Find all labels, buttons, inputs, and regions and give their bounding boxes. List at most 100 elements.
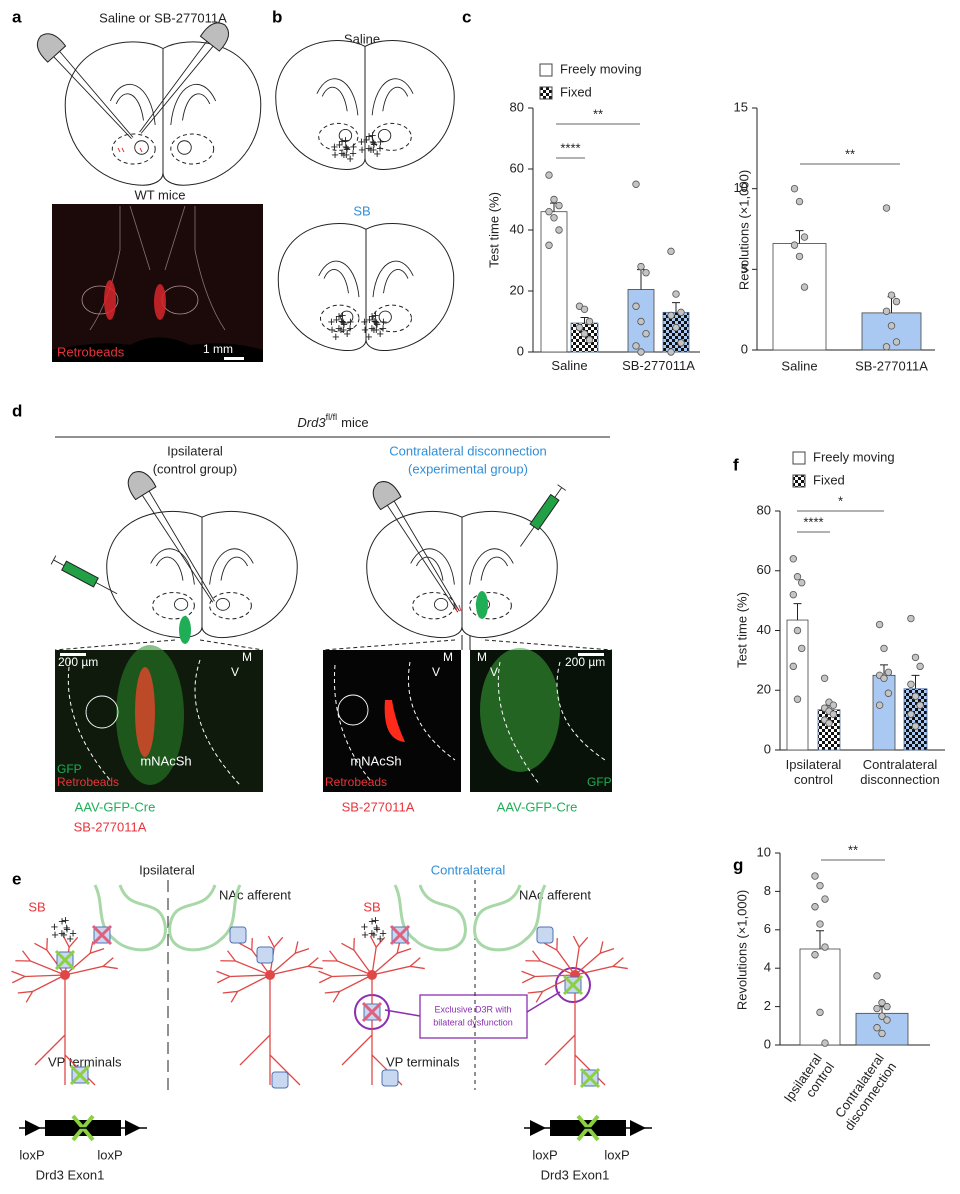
injection-pipette [127, 471, 215, 603]
significance-label: **** [560, 140, 580, 155]
tracer-cross: + [369, 128, 377, 143]
injection-pipette [372, 481, 460, 613]
pipette-shaft [141, 490, 215, 603]
legend-swatch [539, 86, 553, 100]
scale-bar [224, 357, 244, 360]
tracer-cross: + [369, 134, 377, 149]
afferent-terminal [168, 884, 242, 952]
data-point [555, 226, 563, 234]
y-tick-label: 0 [741, 341, 748, 356]
y-tick-label: 6 [764, 921, 771, 936]
tracer-cross: + [361, 314, 369, 329]
data-point [816, 881, 824, 890]
data-point [642, 330, 650, 338]
micrograph-d-left: 200 µm M V mNAcSh GFP Retrobeads [55, 645, 263, 792]
significance-label: **** [803, 514, 823, 529]
y-tick-label: 20 [510, 282, 524, 297]
legend-label: Fixed [813, 472, 845, 487]
retrobeads-signal [135, 667, 155, 757]
tracer-cross: + [361, 919, 369, 934]
tracer-cross: + [365, 140, 373, 155]
d3-receptor [381, 1069, 399, 1087]
data-point [882, 343, 891, 351]
tracer-cross: + [368, 913, 376, 928]
tracer-cross: + [349, 146, 357, 161]
y-tick-label: 80 [757, 502, 771, 517]
tracer-cross: + [66, 931, 74, 946]
region-label: mNAcSh [350, 753, 401, 768]
brain-section [277, 223, 455, 352]
channel-label: GFP [587, 775, 612, 789]
tracer-cross: + [370, 322, 378, 337]
hemisphere-outline [162, 41, 262, 186]
hemisphere-outline [365, 223, 455, 352]
data-point [798, 644, 806, 653]
tracer-cross: + [58, 925, 66, 940]
schematic-label: Drd3 Exon1 [541, 1167, 610, 1182]
scale-bar [60, 653, 86, 656]
legend-swatch [792, 474, 806, 488]
tracer-cross: + [373, 921, 381, 936]
tracer-cross: + [379, 321, 387, 336]
x-tick-label: Saline [551, 358, 587, 373]
tracer-cross: + [58, 913, 66, 928]
channel-label: GFP [57, 762, 82, 776]
afferent-terminal [473, 884, 547, 952]
brain-section [275, 40, 455, 171]
data-point [800, 233, 809, 241]
legend-label: Freely moving [813, 449, 895, 464]
tracer-cross: + [62, 913, 70, 928]
tracer-cross: + [343, 141, 351, 156]
y-tick-label: 0 [764, 741, 771, 756]
tracer-cross: + [342, 139, 350, 154]
region-outline [111, 133, 156, 165]
tracer-cross: + [358, 134, 366, 149]
label-line: Saline [551, 358, 587, 373]
orientation-label: V [231, 665, 239, 679]
x-tick-label: Contralateraldisconnection [829, 1051, 899, 1133]
ventricle [410, 548, 455, 585]
data-point [790, 184, 799, 193]
y-tick-label: 15 [734, 99, 748, 114]
significance-label: ** [848, 842, 858, 857]
data-point [907, 710, 915, 718]
significance-label: * [838, 493, 843, 508]
ventricle [318, 260, 360, 298]
outline [67, 659, 241, 786]
data-point [789, 590, 797, 599]
outline [333, 661, 456, 781]
schematic-label: loxP [604, 1147, 629, 1162]
data-point [829, 701, 838, 709]
hemisphere-outline [364, 40, 455, 171]
bar [570, 322, 599, 353]
data-point [825, 719, 833, 727]
injection-pipette [139, 22, 230, 134]
region-label: mNAcSh [140, 753, 191, 768]
hemisphere-outline [64, 41, 164, 186]
tracer-cross: + [331, 139, 339, 154]
d3-receptor [271, 1071, 289, 1089]
data-point [642, 269, 650, 277]
data-point [875, 701, 884, 709]
data-point [882, 204, 891, 212]
y-tick-label: 40 [510, 221, 524, 236]
data-point [880, 644, 888, 653]
tracer-cross: + [63, 920, 71, 935]
pipette-shaft [53, 51, 134, 140]
orientation-label: M [477, 650, 487, 664]
commissure [177, 140, 192, 155]
tracer-cross: + [372, 314, 380, 329]
schematic-label: Drd3 Exon1 [36, 1167, 105, 1182]
dendrites [521, 935, 628, 1086]
y-tick-label: 2 [764, 998, 771, 1013]
data-point [911, 722, 920, 730]
commissure [378, 310, 392, 324]
pipette-body [36, 33, 67, 63]
hemisphere-outline [366, 511, 463, 639]
data-point [911, 653, 920, 662]
panel-label: a [12, 7, 22, 26]
block-mark [361, 1001, 383, 1023]
block-mark [562, 974, 584, 996]
tracer-cross: + [343, 140, 351, 155]
bar [861, 312, 922, 351]
